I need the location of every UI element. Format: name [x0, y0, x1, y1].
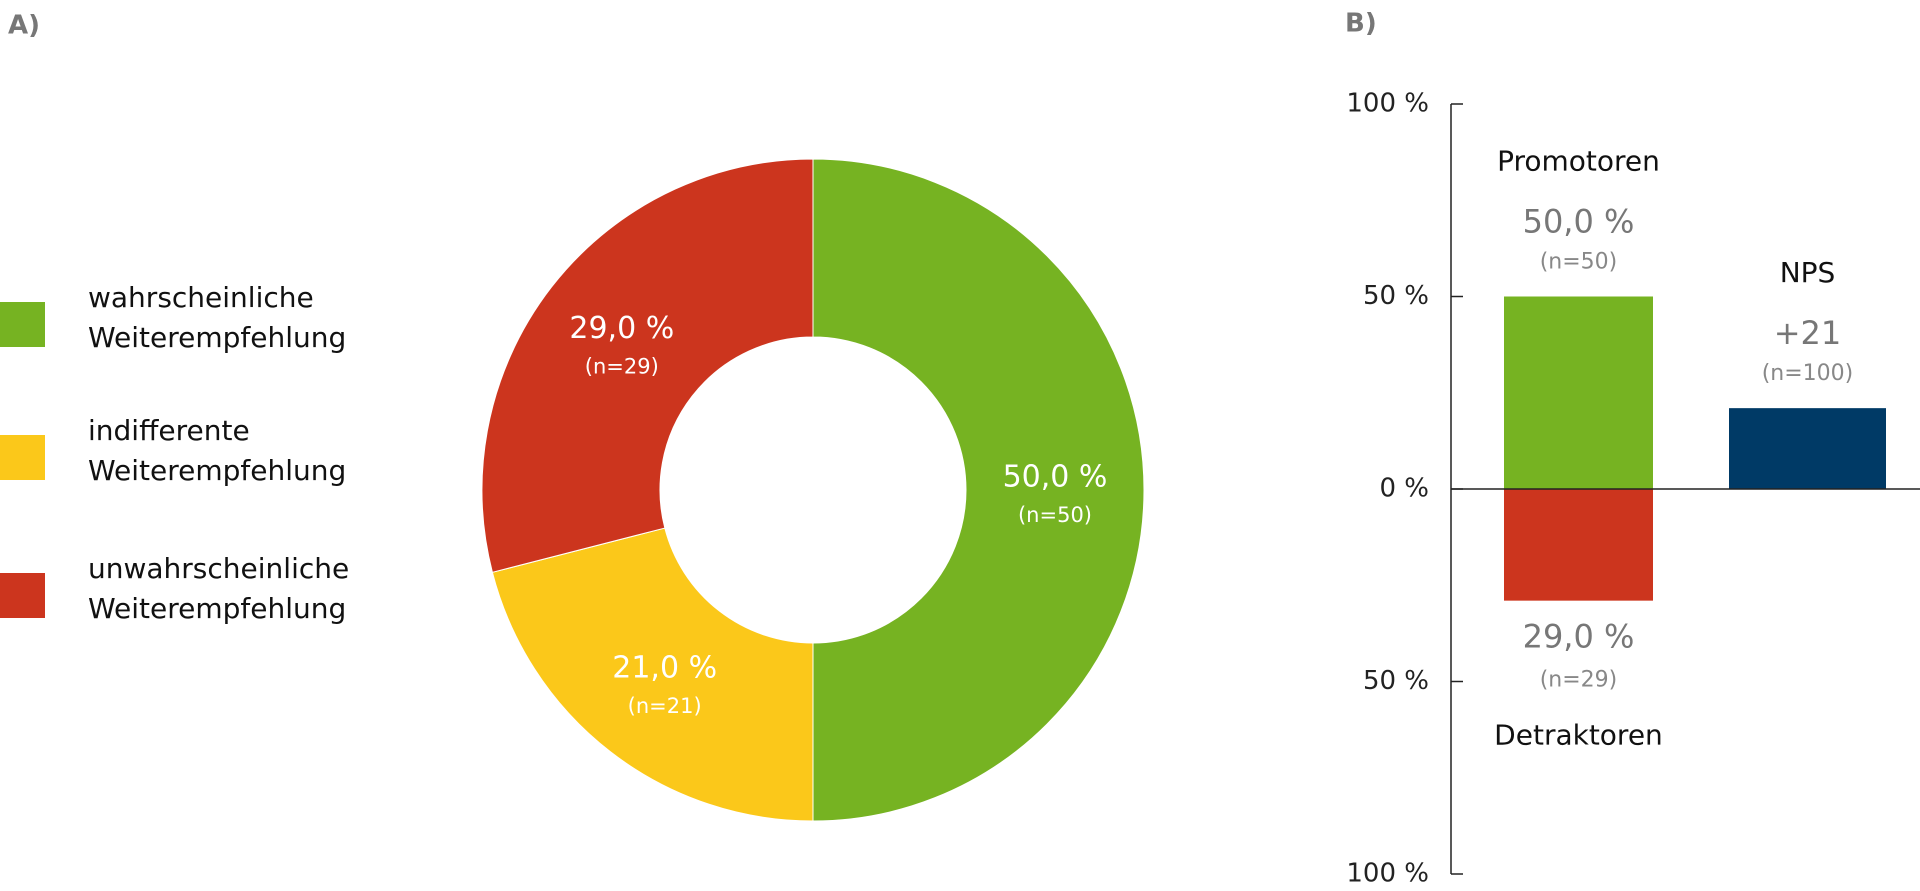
slice-count-label: (n=21) — [628, 694, 702, 718]
bar-value-label: 50,0 % — [1523, 203, 1635, 241]
series-name: Promotoren — [1497, 145, 1660, 178]
bar-count-label: (n=100) — [1762, 361, 1854, 386]
legend-text: unwahrscheinliche Weiterempfehlung — [88, 552, 350, 625]
bar — [1504, 296, 1653, 489]
panel-label: A) — [8, 11, 40, 41]
slice-value-label: 29,0 % — [569, 311, 674, 346]
y-tick-label: 50 % — [1363, 281, 1429, 311]
y-tick-label: 50 % — [1363, 666, 1429, 696]
bar-value-label: 29,0 % — [1523, 618, 1635, 656]
y-tick-label: 100 % — [1346, 89, 1429, 119]
bar-value-label: +21 — [1774, 314, 1842, 352]
slice-count-label: (n=50) — [1018, 503, 1092, 527]
bar — [1504, 489, 1653, 601]
bar-count-label: (n=29) — [1540, 668, 1618, 693]
slice-value-label: 50,0 % — [1003, 460, 1108, 495]
bar-count-label: (n=50) — [1540, 250, 1618, 275]
series-name: NPS — [1780, 256, 1836, 289]
bar — [1729, 408, 1886, 489]
legend-swatch — [0, 302, 45, 347]
slice-value-label: 21,0 % — [612, 651, 717, 686]
series-name: Detraktoren — [1494, 719, 1663, 752]
y-tick-label: 0 % — [1379, 474, 1429, 504]
legend-text: wahrscheinliche Weiterempfehlung — [88, 281, 347, 354]
pie-slice — [812, 158, 1145, 822]
legend-text: indifferente Weiterempfehlung — [88, 414, 347, 487]
slice-count-label: (n=29) — [585, 355, 659, 379]
legend-swatch — [0, 573, 45, 618]
pie-slice — [481, 158, 814, 573]
y-tick-label: 100 % — [1346, 859, 1429, 889]
legend-swatch — [0, 435, 45, 480]
pie-slice — [491, 527, 814, 822]
panel-label: B) — [1345, 9, 1377, 39]
